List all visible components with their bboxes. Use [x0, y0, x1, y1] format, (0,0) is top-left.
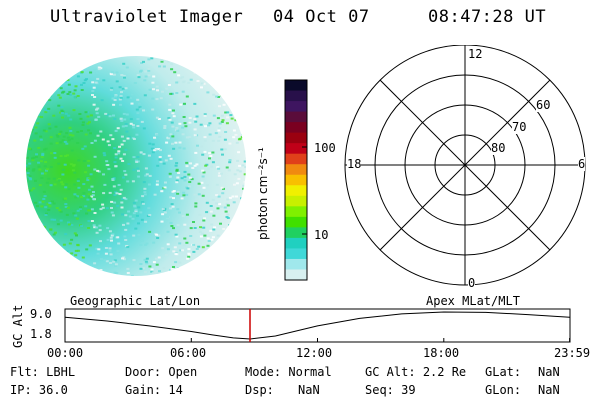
- colorbar-segment: [285, 90, 307, 102]
- lat-label-60: 60: [536, 98, 551, 112]
- info-gain: Gain: 14: [125, 383, 183, 397]
- colorbar-tick-label-10: 10: [314, 228, 329, 242]
- info-gain-value: 14: [168, 383, 183, 397]
- colorbar-segment: [285, 269, 307, 281]
- colorbar-segment: [285, 206, 307, 218]
- colorbar-segment: [285, 111, 307, 123]
- mlt-label-12: 12: [468, 47, 483, 61]
- info-flt-value: LBHL: [46, 365, 76, 379]
- mlt-label-6: 6: [578, 157, 586, 171]
- colorbar-label: photon cm⁻²s⁻¹: [256, 147, 270, 240]
- colorbar-frame: [284, 79, 308, 281]
- track-xtick-0000: 00:00: [47, 346, 84, 360]
- colorbar-segment: [285, 237, 307, 250]
- info-glat-value: NaN: [538, 365, 560, 379]
- colorbar-segment: [285, 174, 307, 186]
- track-xtick-1200: 12:00: [296, 346, 333, 360]
- track-xtick-2359: 23:59: [554, 346, 591, 360]
- colorbar-segment: [285, 227, 307, 239]
- colorbar-segment: [285, 258, 307, 271]
- time-label: 08:47:28 UT: [428, 7, 547, 27]
- colorbar-segment: [285, 248, 307, 260]
- info-glat: GLat: NaN: [485, 365, 560, 379]
- info-mode-value: Normal: [288, 365, 332, 379]
- altitude-track: [64, 308, 571, 343]
- info-door-value: Open: [168, 365, 198, 379]
- colorbar-segment: [285, 185, 307, 197]
- instrument-title: Ultraviolet Imager: [50, 7, 244, 27]
- track-left-title: Geographic Lat/Lon: [70, 294, 201, 308]
- colorbar-tick-label-100: 100: [314, 141, 336, 155]
- lat-label-80: 80: [491, 141, 506, 155]
- info-flt: Flt: LBHL: [10, 365, 76, 379]
- altitude-series-line: [64, 311, 570, 340]
- colorbar-segment: [285, 164, 307, 176]
- colorbar-segment: [285, 132, 307, 144]
- track-xtick-0600: 06:00: [170, 346, 207, 360]
- info-glon: GLon: NaN: [485, 383, 560, 397]
- track-ytick-1-8: 1.8: [30, 327, 52, 341]
- mlt-label-18: 18: [347, 157, 362, 171]
- colorbar-segment: [285, 143, 307, 155]
- info-seq-value: 39: [401, 383, 416, 397]
- info-door: Door: Open: [125, 365, 198, 379]
- colorbar-segment: [285, 195, 307, 207]
- auroral-image: [26, 56, 246, 276]
- polar-diagonal-2: [379, 79, 551, 251]
- colorbar-segment: [285, 101, 307, 113]
- polar-grid: [344, 45, 586, 286]
- track-ytick-9: 9.0: [30, 307, 52, 321]
- info-mode: Mode: Normal: [245, 365, 332, 379]
- info-glon-value: NaN: [538, 383, 560, 397]
- colorbar-segment: [285, 122, 307, 134]
- mlt-label-0: 0: [468, 276, 476, 290]
- colorbar-segment: [285, 80, 307, 92]
- info-gcalt: GC Alt: 2.2 Re: [365, 365, 467, 379]
- info-ip-value: 36.0: [38, 383, 68, 397]
- track-xtick-1800: 18:00: [423, 346, 460, 360]
- info-dsp-value: NaN: [298, 383, 320, 397]
- colorbar-scale: [285, 80, 307, 281]
- info-gcalt-value: 2.2 Re: [422, 365, 467, 379]
- date-label: 04 Oct 07: [273, 7, 370, 27]
- lat-label-70: 70: [512, 120, 527, 134]
- track-ylabel: GC Alt: [11, 304, 25, 348]
- info-seq: Seq: 39: [365, 383, 416, 397]
- colorbar-segment: [285, 216, 307, 228]
- colorbar-segment: [285, 153, 307, 165]
- info-ip: IP: 36.0: [10, 383, 68, 397]
- info-dsp: Dsp: NaN: [245, 383, 320, 397]
- track-right-title: Apex MLat/MLT: [426, 294, 520, 308]
- colorbar: [284, 79, 308, 281]
